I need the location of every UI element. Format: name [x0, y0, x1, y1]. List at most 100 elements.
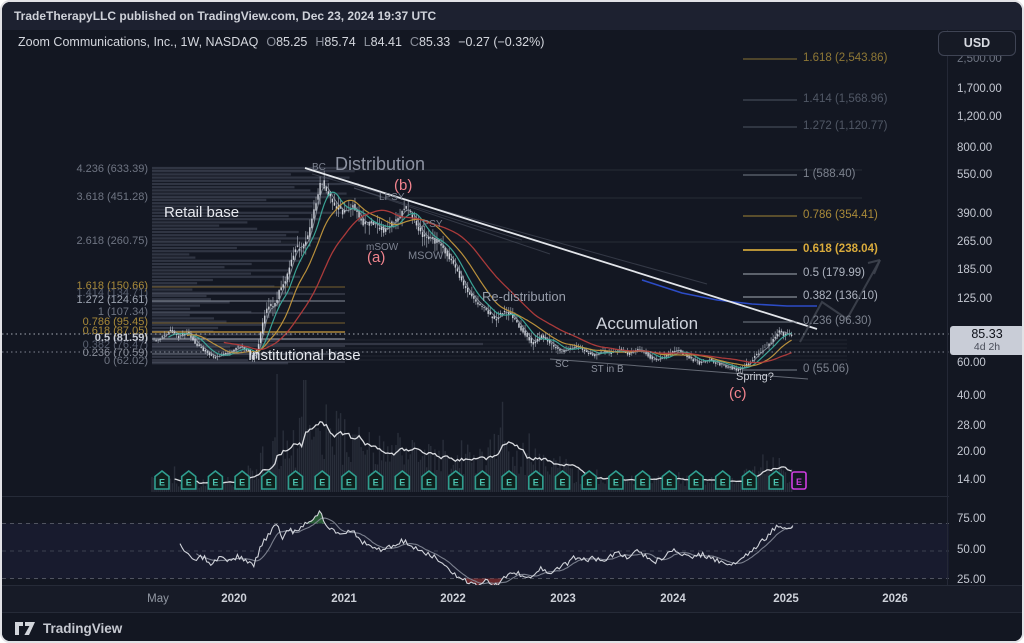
volume-profile-row [152, 182, 360, 186]
price-tick: 75.00 [957, 513, 986, 525]
fan-trendline[interactable] [353, 187, 551, 255]
earnings-icon[interactable]: E [554, 469, 571, 490]
earnings-icon[interactable]: E [688, 469, 704, 490]
earnings-icon[interactable]: E [634, 469, 651, 490]
volume-profile-row [152, 198, 267, 202]
chart-annotation: mSOW [366, 242, 399, 253]
chart-annotation: Spring? [736, 371, 774, 383]
ohlc-value: 85.25 [276, 35, 308, 49]
svg-text:E: E [399, 478, 405, 488]
earnings-icon[interactable]: E [154, 469, 170, 490]
earnings-icon[interactable]: E [714, 469, 731, 490]
earnings-icon[interactable]: E [180, 469, 197, 490]
svg-text:E: E [373, 478, 379, 488]
footer-bar: TradingView [2, 612, 1022, 641]
svg-text:E: E [506, 478, 512, 488]
earnings-estimate-icon[interactable]: E [791, 471, 807, 490]
fib-label-right: 1 (588.40) [803, 168, 856, 180]
time-axis[interactable]: May 2020 2021 2022 2023 2024 2025 2026 [2, 585, 1022, 613]
fib-label-right: 0 (55.06) [803, 363, 850, 375]
fib-label-left: 0 (62.02) [103, 355, 148, 367]
ohlc-value: 85.33 [418, 35, 451, 49]
earnings-icon[interactable]: E [581, 469, 597, 490]
descending-trendline[interactable] [304, 167, 818, 330]
price-tick: 14.00 [957, 474, 986, 486]
earnings-icon[interactable]: E [421, 469, 437, 490]
volume-profile-row [152, 250, 304, 253]
fib-label-left: 2.618 (260.75) [76, 235, 148, 247]
time-label: 2026 [882, 593, 908, 605]
earnings-icon[interactable]: E [341, 469, 357, 490]
volume-profile-row [152, 166, 348, 170]
chart-annotation: (c) [729, 385, 747, 402]
earnings-icon[interactable]: E [261, 469, 277, 490]
earnings-icon[interactable]: E [528, 469, 544, 490]
currency-toggle-button[interactable]: USD [938, 31, 1016, 56]
earnings-icon[interactable]: E [474, 469, 491, 490]
time-label: 2025 [773, 593, 799, 605]
svg-text:E: E [693, 478, 699, 488]
volume-profile-row [152, 275, 301, 278]
volume-profile-row [152, 355, 207, 358]
price-tick-partial: 2,500.00 [957, 53, 1002, 65]
volume-profile-row [152, 304, 200, 307]
moving-average-line [168, 191, 792, 369]
volume-profile-row [152, 294, 207, 298]
volume-profile-row [152, 317, 214, 320]
accumulation-support-line[interactable] [549, 358, 809, 380]
ohlc-value: 84.41 [370, 35, 402, 49]
projection-arrow[interactable] [799, 259, 881, 343]
fib-label-left: 1.618 (150.66) [76, 280, 148, 292]
fan-trendline[interactable] [311, 173, 708, 285]
svg-text:E: E [720, 478, 726, 488]
volume-profile-row [152, 246, 237, 250]
fib-label-right: 0.786 (354.41) [803, 209, 878, 221]
volume-profile-row [152, 314, 190, 317]
volume-profile-row [152, 278, 213, 282]
volume-profile-row [152, 349, 245, 352]
svg-text:E: E [426, 478, 432, 488]
change-value: −0.27 (−0.32%) [458, 35, 545, 49]
price-tick: 185.00 [957, 264, 993, 276]
earnings-icon[interactable]: E [741, 469, 758, 490]
earnings-icon[interactable]: E [314, 469, 330, 490]
rsi-ma-line [196, 517, 794, 585]
earnings-icon[interactable]: E [768, 469, 784, 490]
price-axis[interactable]: 2,500.00 1,700.00 1,200.00 800.00 550.00 390.… [947, 30, 1022, 586]
earnings-icon[interactable]: E [501, 469, 517, 490]
projection-arrowhead [867, 259, 881, 275]
price-tick: 60.00 [957, 357, 986, 369]
rsi-band [2, 523, 949, 579]
earnings-icon[interactable]: E [234, 469, 250, 490]
tradingview-brand-text[interactable]: TradingView [43, 620, 123, 636]
earnings-icon[interactable]: E [661, 469, 678, 490]
volume-profile-row [152, 237, 321, 240]
svg-text:E: E [640, 478, 646, 488]
earnings-icon[interactable]: E [447, 469, 464, 490]
earnings-icon[interactable]: E [367, 469, 384, 490]
fan-trendline[interactable] [353, 187, 523, 241]
time-label: 2022 [440, 593, 466, 605]
fib-label-left: 0.382 (76.47) [82, 339, 148, 351]
volume-profile-row [152, 173, 291, 176]
earnings-icon[interactable]: E [207, 469, 224, 490]
fib-label-left: 0.786 (95.45) [82, 316, 148, 328]
earnings-icon[interactable]: E [287, 469, 304, 490]
fib-label-right: 1.414 (1,568.96) [803, 93, 888, 105]
volume-profile-row [152, 339, 280, 342]
tradingview-logo-icon[interactable] [14, 621, 36, 636]
volume-profile-row [152, 269, 293, 272]
volume-profile-row [152, 214, 289, 218]
fib-label-right: 0.618 (238.04) [803, 243, 878, 255]
volume-profile-row [152, 195, 332, 198]
volume-profile-row [152, 288, 193, 291]
volume-profile-row [152, 192, 347, 195]
fib-label-right: 0.382 (136.10) [803, 290, 878, 302]
svg-text:E: E [319, 478, 325, 488]
volume-profile-row [152, 285, 275, 288]
earnings-icon[interactable]: E [608, 469, 624, 490]
volume-profile-row [152, 282, 198, 285]
earnings-icon[interactable]: E [394, 469, 411, 490]
svg-text:E: E [346, 478, 352, 488]
